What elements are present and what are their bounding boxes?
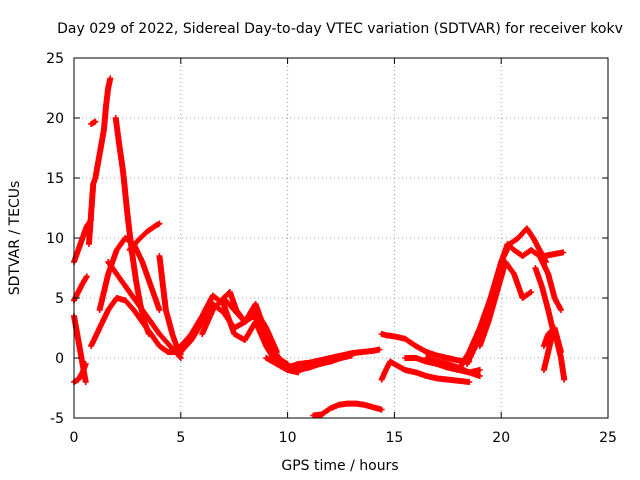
data-point-marks xyxy=(476,259,535,349)
data-point-marks xyxy=(105,259,184,361)
x-tick-label: 20 xyxy=(492,430,510,446)
x-axis-label: GPS time / hours xyxy=(281,458,398,474)
y-tick-label: 20 xyxy=(46,111,64,127)
x-tick-label: 15 xyxy=(385,430,403,446)
series-arc-11 xyxy=(105,259,184,361)
x-tick-label: 0 xyxy=(70,430,79,446)
series-arc-27 xyxy=(540,249,567,259)
series-arc-10 xyxy=(126,220,163,253)
series-arc-5 xyxy=(86,75,114,247)
grid xyxy=(74,58,608,418)
series-arc-6 xyxy=(88,118,99,127)
series-arc-18 xyxy=(263,352,355,373)
y-tick-label: 10 xyxy=(46,231,64,247)
x-tick-label: 25 xyxy=(599,430,617,446)
data-point-marks xyxy=(88,295,184,355)
series-arc-26 xyxy=(476,259,535,349)
data-point-marks xyxy=(378,331,473,365)
data-point-marks xyxy=(112,115,152,337)
series-arc-8 xyxy=(88,295,184,355)
data-point-marks xyxy=(540,325,564,355)
series-arc-19 xyxy=(310,400,385,419)
data-point-marks xyxy=(263,352,355,373)
series-arc-25 xyxy=(464,225,550,367)
y-tick-label: -5 xyxy=(50,411,64,427)
y-tick-label: 15 xyxy=(46,171,64,187)
data-point-marks xyxy=(540,249,567,259)
series-arc-12 xyxy=(156,253,184,358)
data-point-marks xyxy=(156,253,184,358)
y-tick-label: 0 xyxy=(55,351,64,367)
series-arc-29 xyxy=(540,325,564,355)
y-tick-label: 5 xyxy=(55,291,64,307)
data-point-marks xyxy=(86,75,114,247)
series-arc-21 xyxy=(378,331,473,365)
series-arc-30 xyxy=(540,331,556,373)
data-point-marks xyxy=(464,225,550,367)
data-point-marks xyxy=(378,358,473,385)
data-point-marks xyxy=(310,400,385,419)
data-marks xyxy=(71,75,568,419)
data-point-marks xyxy=(126,220,163,253)
chart-title: Day 029 of 2022, Sidereal Day-to-day VTE… xyxy=(57,21,623,37)
data-point-marks xyxy=(540,331,556,373)
axis-ticks: 0 5 10 15 20 25 -5 0 5 10 15 20 25 xyxy=(46,51,617,446)
data-point-marks xyxy=(88,118,99,127)
y-axis-label: SDTVAR / TECUs xyxy=(7,181,23,296)
x-tick-label: 5 xyxy=(176,430,185,446)
series-arc-7 xyxy=(112,115,152,337)
series-arc-20 xyxy=(378,358,473,385)
y-tick-label: 25 xyxy=(46,51,64,67)
x-tick-label: 10 xyxy=(279,430,297,446)
